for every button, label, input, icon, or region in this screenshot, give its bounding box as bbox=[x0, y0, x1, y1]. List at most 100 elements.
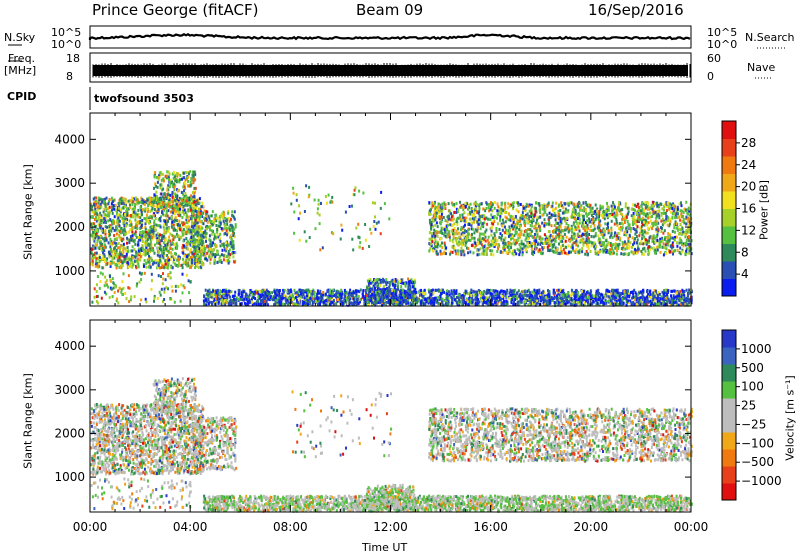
power-pixel bbox=[225, 241, 227, 245]
power-pixel bbox=[508, 204, 511, 208]
power-pixel bbox=[668, 224, 671, 228]
power-pixel bbox=[565, 222, 568, 225]
power-pixel bbox=[612, 203, 615, 207]
power-pixel bbox=[106, 211, 109, 215]
power-pixel bbox=[679, 218, 682, 222]
power-pixel bbox=[96, 200, 99, 204]
power-pixel bbox=[131, 225, 134, 229]
power-pixel bbox=[598, 228, 601, 232]
power-pixel bbox=[631, 236, 634, 240]
power-pixel bbox=[165, 211, 168, 215]
power-pixel bbox=[171, 211, 174, 215]
power-pixel bbox=[589, 250, 592, 253]
power-pixel bbox=[161, 195, 164, 199]
power-pixel bbox=[598, 226, 601, 230]
power-pixel bbox=[578, 214, 581, 218]
power-pixel bbox=[99, 240, 102, 244]
power-pixel bbox=[459, 213, 462, 217]
power-pixel bbox=[617, 203, 620, 207]
power-pixel bbox=[510, 242, 513, 246]
power-pixel bbox=[314, 297, 316, 301]
power-pixel bbox=[189, 202, 192, 206]
power-pixel bbox=[203, 252, 206, 256]
power-pixel bbox=[588, 211, 591, 215]
power-pixel bbox=[181, 216, 184, 219]
power-pixel bbox=[179, 204, 182, 208]
power-pixel bbox=[452, 235, 455, 239]
power-pixel bbox=[588, 240, 591, 244]
power-pixel bbox=[685, 229, 688, 233]
power-pixel bbox=[177, 255, 180, 259]
power-pixel bbox=[630, 214, 633, 218]
power-pixel bbox=[98, 205, 101, 209]
power-pixel bbox=[688, 230, 691, 234]
power-pixel bbox=[193, 191, 196, 195]
power-pixel bbox=[104, 232, 107, 236]
power-pixel bbox=[570, 227, 573, 231]
power-pixel bbox=[623, 240, 626, 244]
power-pixel bbox=[485, 247, 488, 251]
power-pixel bbox=[228, 219, 231, 223]
power-pixel bbox=[460, 249, 463, 253]
power-pixel bbox=[514, 230, 517, 234]
power-pixel bbox=[104, 197, 106, 201]
power-pixel bbox=[486, 222, 489, 226]
power-pixel bbox=[128, 199, 131, 203]
power-pixel bbox=[191, 220, 194, 224]
power-pixel bbox=[120, 244, 123, 248]
power-pixel bbox=[151, 204, 154, 208]
power-pixel bbox=[222, 253, 225, 257]
power-pixel bbox=[126, 209, 128, 213]
power-pixel bbox=[611, 236, 614, 240]
power-pixel bbox=[578, 216, 581, 220]
power-pixel bbox=[152, 231, 155, 235]
power-pixel bbox=[546, 213, 549, 217]
power-pixel bbox=[151, 200, 154, 204]
power-pixel bbox=[562, 236, 565, 240]
power-pixel bbox=[615, 234, 618, 238]
power-pixel bbox=[563, 228, 566, 232]
power-pixel bbox=[663, 221, 666, 225]
power-pixel bbox=[229, 235, 231, 239]
power-pixel bbox=[494, 236, 497, 240]
power-pixel bbox=[597, 211, 600, 215]
power-pixel bbox=[137, 240, 140, 244]
power-pixel bbox=[194, 218, 197, 222]
power-pixel bbox=[209, 246, 212, 250]
power-pixel bbox=[555, 226, 558, 230]
power-pixel bbox=[588, 203, 590, 207]
power-pixel bbox=[625, 298, 628, 302]
power-pixel bbox=[230, 243, 233, 247]
power-pixel bbox=[664, 236, 667, 240]
power-pixel bbox=[598, 303, 601, 307]
power-pixel bbox=[454, 232, 456, 236]
power-pixel bbox=[545, 204, 548, 208]
power-pixel bbox=[92, 237, 95, 241]
power-pixel bbox=[621, 241, 624, 245]
power-pixel bbox=[108, 198, 111, 201]
power-pixel bbox=[681, 209, 684, 213]
power-pixel bbox=[182, 206, 185, 210]
power-pixel bbox=[144, 233, 147, 237]
power-pixel bbox=[127, 199, 130, 203]
nsky-bottom-label: 10^0 bbox=[51, 38, 82, 51]
power-pixel bbox=[93, 203, 95, 207]
power-pixel bbox=[118, 261, 120, 265]
power-pixel bbox=[628, 245, 631, 249]
power-pixel bbox=[100, 198, 103, 202]
power-pixel bbox=[172, 255, 175, 259]
power-pixel bbox=[145, 218, 148, 222]
power-pixel bbox=[585, 249, 588, 253]
power-pixel bbox=[100, 214, 103, 218]
power-pixel bbox=[512, 241, 515, 245]
power-pixel bbox=[452, 203, 455, 207]
power-pixel bbox=[624, 229, 627, 233]
power-pixel bbox=[572, 208, 575, 212]
power-pixel bbox=[559, 290, 562, 294]
power-pixel bbox=[233, 260, 236, 264]
power-pixel bbox=[220, 227, 223, 231]
power-pixel bbox=[647, 241, 650, 245]
power-pixel bbox=[224, 216, 227, 220]
power-pixel bbox=[493, 215, 496, 218]
power-pixel bbox=[457, 227, 459, 231]
